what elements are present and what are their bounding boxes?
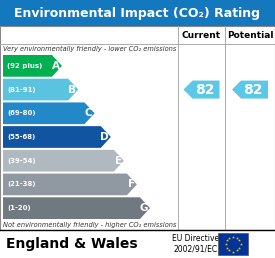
Text: (1-20): (1-20) — [7, 205, 31, 211]
Polygon shape — [3, 79, 78, 100]
Text: (39-54): (39-54) — [7, 158, 36, 164]
Text: Environmental Impact (CO₂) Rating: Environmental Impact (CO₂) Rating — [15, 6, 260, 20]
Text: 82: 82 — [243, 83, 263, 96]
Text: (81-91): (81-91) — [7, 87, 36, 93]
Bar — [218, 233, 248, 255]
Text: Not environmentally friendly - higher CO₂ emissions: Not environmentally friendly - higher CO… — [3, 222, 177, 228]
Text: (92 plus): (92 plus) — [7, 63, 42, 69]
Text: Very environmentally friendly - lower CO₂ emissions: Very environmentally friendly - lower CO… — [3, 46, 176, 52]
Text: G: G — [139, 203, 148, 213]
Text: C: C — [85, 108, 92, 118]
Text: (69-80): (69-80) — [7, 110, 35, 116]
Bar — [0, 26, 275, 230]
Text: E: E — [115, 156, 122, 166]
Polygon shape — [3, 150, 124, 172]
Text: (55-68): (55-68) — [7, 134, 35, 140]
Polygon shape — [3, 55, 62, 77]
Text: Current: Current — [182, 30, 221, 39]
Text: EU Directive
2002/91/EC: EU Directive 2002/91/EC — [172, 234, 219, 254]
Text: 82: 82 — [195, 83, 214, 96]
Text: B: B — [68, 85, 76, 95]
Bar — [0, 230, 275, 258]
Text: D: D — [100, 132, 109, 142]
Text: England & Wales: England & Wales — [6, 237, 138, 251]
Text: A: A — [52, 61, 60, 71]
Text: (21-38): (21-38) — [7, 181, 35, 187]
Bar — [0, 0, 275, 26]
Polygon shape — [3, 174, 137, 195]
Text: Potential: Potential — [227, 30, 273, 39]
Polygon shape — [3, 197, 150, 219]
Text: F: F — [128, 179, 135, 189]
Polygon shape — [183, 80, 219, 99]
Polygon shape — [3, 102, 95, 124]
Polygon shape — [3, 126, 111, 148]
Polygon shape — [232, 80, 268, 99]
